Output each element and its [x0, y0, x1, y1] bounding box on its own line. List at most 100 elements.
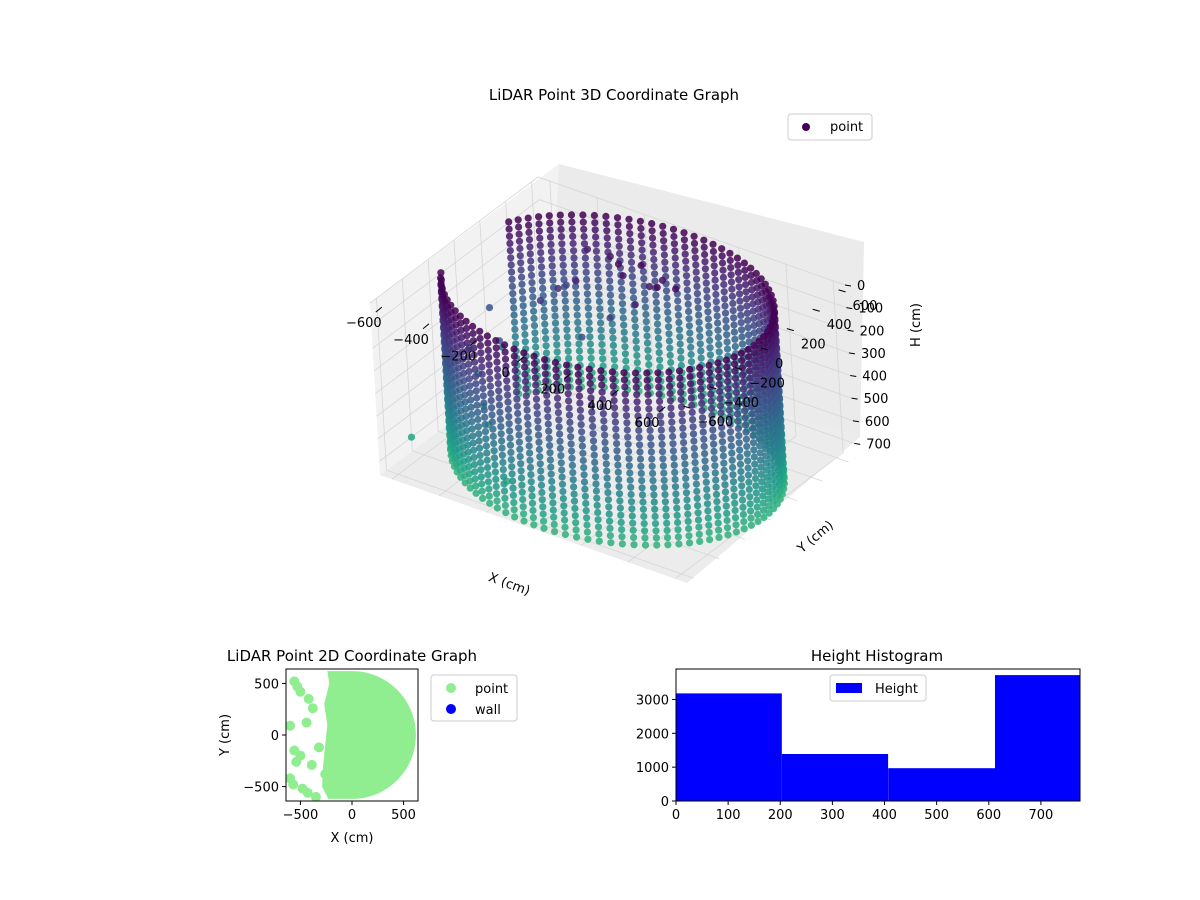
point-3d [742, 295, 751, 303]
point-3d [576, 406, 585, 414]
point-3d [623, 426, 631, 434]
point-3d [689, 423, 697, 431]
point-3d [485, 368, 494, 376]
point-3d [646, 426, 654, 434]
point-3d [688, 408, 696, 416]
point-3d [447, 301, 455, 309]
point-3d [750, 453, 758, 461]
point-3d [632, 337, 640, 345]
point-3d [633, 351, 641, 360]
point-2d [286, 773, 296, 784]
point-3d [751, 460, 759, 468]
point-3d [518, 280, 526, 288]
axis-3d-y-tick-label: 200 [801, 338, 826, 353]
point-3d [594, 508, 602, 517]
point-2d [314, 742, 324, 753]
point-3d [640, 520, 648, 528]
point-3d [641, 534, 649, 542]
point-3d [543, 391, 551, 399]
point-3d [700, 236, 708, 244]
point-3d [601, 438, 609, 446]
point-3d [641, 296, 649, 304]
point-3d [584, 297, 592, 305]
point-3d [607, 539, 615, 547]
point-3d [744, 471, 753, 479]
point-3d [749, 439, 758, 447]
point-3d [726, 420, 734, 429]
point-3d [601, 446, 610, 454]
point-3d [484, 346, 492, 354]
legend-3d-marker [802, 123, 810, 131]
point-3d [754, 420, 763, 428]
point-3d [585, 326, 594, 334]
point-3d [653, 320, 662, 328]
axis-3d-y-tick [735, 366, 743, 370]
point-3d [637, 232, 645, 240]
point-3d [713, 505, 722, 513]
point-3d [564, 347, 572, 355]
point-3d [571, 504, 579, 512]
point-3d [615, 475, 623, 483]
point-3d [492, 344, 500, 352]
point-3d [537, 256, 545, 264]
point-3d [490, 439, 498, 448]
point-3d [575, 385, 583, 393]
point-3d [642, 310, 650, 319]
point-3d [737, 311, 745, 319]
point-3d [703, 301, 712, 309]
axis-3d-y-tick-label: −400 [723, 396, 759, 411]
point-3d [663, 519, 671, 527]
point-3d [737, 319, 745, 327]
point-3d [548, 477, 556, 485]
point-3d [725, 406, 733, 414]
point-3d [685, 322, 694, 330]
point-3d [606, 517, 614, 525]
point-3d [593, 254, 601, 263]
point-3d [705, 361, 713, 369]
point-3d [595, 297, 604, 306]
point-3d [500, 473, 508, 481]
point-3d [472, 489, 480, 497]
point-3d [599, 403, 607, 411]
point-3d [525, 221, 533, 229]
point-3d [731, 499, 739, 507]
point-3d [587, 394, 595, 402]
point-3d [649, 477, 657, 485]
point-3d [507, 261, 515, 269]
point-3d [747, 514, 755, 522]
point-3d [743, 309, 751, 317]
point-3d [438, 285, 446, 293]
point-3d [599, 355, 607, 363]
legend-2d-label-point: point [475, 682, 508, 697]
point-3d [752, 482, 760, 490]
point-3d [511, 333, 519, 341]
point-3d [510, 318, 519, 326]
point-3d [682, 474, 690, 482]
point-3d [670, 232, 678, 241]
point-3d [635, 426, 643, 434]
point-3d [652, 298, 660, 307]
point-3d [746, 374, 754, 382]
point-3d [735, 290, 744, 298]
point-3d [615, 242, 623, 250]
point-3d [606, 284, 614, 292]
point-3d [515, 438, 524, 446]
point-3d [508, 477, 517, 485]
point-3d [745, 485, 753, 494]
point-3d [663, 526, 671, 535]
point-3d [722, 495, 730, 503]
point-3d [494, 380, 502, 388]
point-3d [506, 441, 515, 449]
point-3d [682, 272, 691, 280]
point-3d [667, 404, 675, 412]
point-3d [640, 282, 648, 290]
point-3d [518, 481, 526, 489]
axis-3d-z-tick [844, 284, 852, 287]
point-3d [740, 399, 748, 408]
point-3d [520, 316, 528, 324]
point-3d [532, 381, 540, 389]
point-3d [712, 483, 720, 491]
point-3d [701, 464, 710, 472]
point-3d [757, 275, 765, 283]
point-3d [580, 225, 588, 233]
